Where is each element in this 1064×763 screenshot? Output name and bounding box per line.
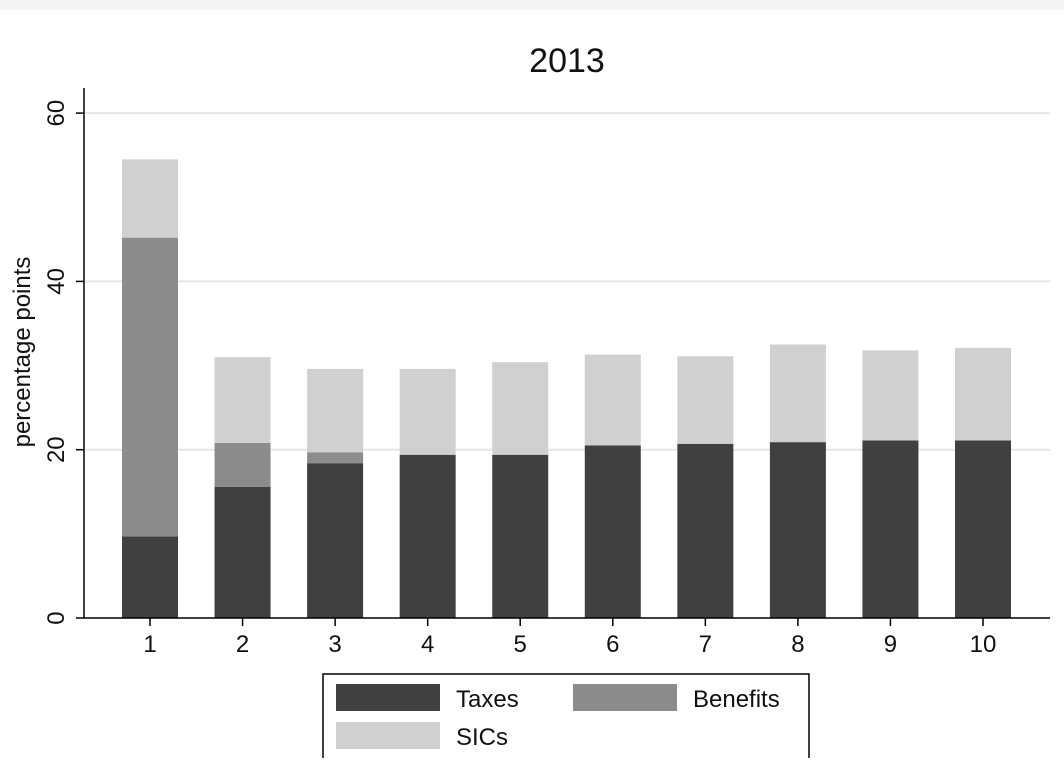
bar-sics: [399, 368, 456, 455]
x-tick-label: 6: [606, 631, 619, 658]
legend-swatch-taxes: [336, 684, 440, 711]
bar-taxes: [769, 442, 826, 618]
y-tick-label: 20: [43, 436, 70, 463]
x-tick-label: 3: [328, 631, 341, 658]
bar-sics: [214, 357, 271, 443]
bar-benefits: [214, 442, 271, 487]
bar-sics: [677, 356, 734, 444]
x-tick-label: 9: [884, 631, 897, 658]
legend: Taxes Benefits SICs: [322, 673, 810, 763]
bars: [122, 159, 1011, 618]
bar-taxes: [492, 454, 549, 618]
legend-label-sics: SICs: [456, 724, 508, 751]
bar-sics: [122, 159, 178, 238]
legend-items: Taxes Benefits SICs: [336, 684, 780, 751]
top-strip: [0, 0, 1064, 10]
y-ticks: 0 20 40 60: [43, 100, 84, 625]
x-tick-label: 7: [699, 631, 712, 658]
bar-sics: [955, 347, 1011, 441]
legend-label-benefits: Benefits: [693, 686, 780, 713]
bar-sics: [584, 354, 641, 446]
x-tick-label: 1: [143, 631, 156, 658]
x-tick-label: 8: [791, 631, 804, 658]
bar-taxes: [307, 463, 364, 618]
bar-benefits: [122, 237, 178, 537]
legend-swatch-sics: [336, 722, 440, 749]
legend-swatch-benefits: [573, 684, 677, 711]
bar-sics: [769, 344, 826, 443]
x-ticks: 1 2 3 4 5 6 7 8 9 10: [143, 618, 996, 658]
bar-sics: [862, 350, 919, 441]
bar-taxes: [955, 440, 1011, 618]
legend-label-taxes: Taxes: [456, 686, 519, 713]
bar-taxes: [399, 454, 456, 618]
x-tick-label: 2: [236, 631, 249, 658]
bar-sics: [307, 368, 364, 453]
bar-benefits: [307, 452, 364, 464]
bar-taxes: [214, 486, 271, 618]
y-tick-label: 60: [43, 100, 70, 127]
x-tick-label: 4: [421, 631, 434, 658]
bar-taxes: [122, 536, 178, 618]
y-tick-label: 0: [43, 611, 70, 624]
bar-taxes: [862, 440, 919, 618]
axes: [83, 88, 1050, 619]
bar-sics: [492, 362, 549, 455]
bar-taxes: [584, 445, 641, 618]
y-axis-label: percentage points: [9, 257, 36, 448]
y-tick-label: 40: [43, 268, 70, 295]
x-tick-label: 5: [514, 631, 527, 658]
x-tick-label: 10: [970, 631, 997, 658]
bar-taxes: [677, 443, 734, 618]
chart-title: 2013: [529, 42, 605, 80]
